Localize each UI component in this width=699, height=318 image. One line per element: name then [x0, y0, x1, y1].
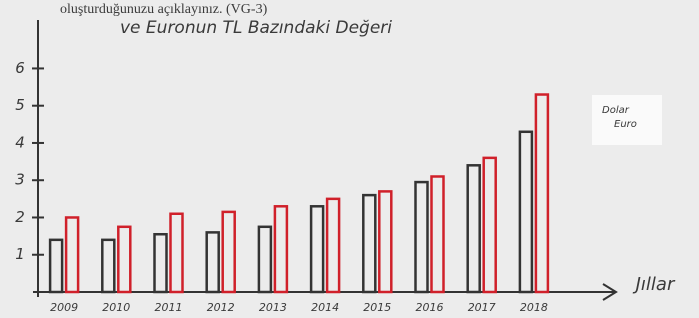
- legend-label: Dolar: [602, 105, 630, 116]
- x-tick-label: 2012: [207, 301, 235, 314]
- x-tick-label: 2014: [311, 301, 339, 314]
- header-text: oluşturduğunuzu açıklayınız. (VG-3): [60, 2, 268, 17]
- y-tick-label: 1: [15, 245, 25, 263]
- y-tick-label: 3: [15, 171, 25, 189]
- x-tick-label: 2015: [363, 301, 391, 314]
- chart-title: ve Euronun TL Bazındaki Değeri: [120, 18, 392, 38]
- y-tick-label: 4: [15, 133, 25, 151]
- paper: [0, 0, 699, 318]
- x-tick-label: 2011: [155, 301, 183, 314]
- x-tick-label: 2009: [50, 301, 78, 314]
- chart: oluşturduğunuzu açıklayınız. (VG-3) ve E…: [0, 0, 699, 318]
- y-tick-label: 5: [15, 96, 25, 114]
- x-tick-label: 2018: [520, 301, 548, 314]
- x-tick-label: 2017: [468, 301, 496, 314]
- y-tick-label: 6: [15, 59, 25, 77]
- x-tick-label: 2013: [259, 301, 287, 314]
- y-tick-label: 2: [15, 208, 25, 226]
- x-tick-label: 2010: [102, 301, 130, 314]
- x-tick-label: 2016: [416, 301, 444, 314]
- legend-label: Euro: [614, 119, 637, 130]
- x-axis-label: Jıllar: [633, 274, 676, 295]
